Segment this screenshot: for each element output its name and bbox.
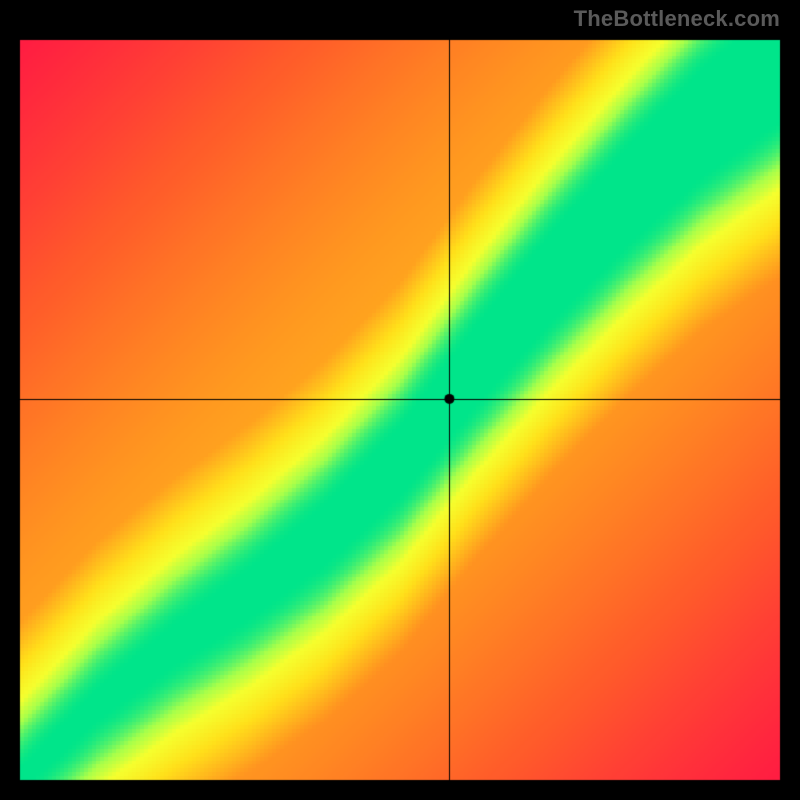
watermark-text: TheBottleneck.com [574, 6, 780, 32]
heatmap-canvas [0, 0, 800, 800]
chart-container: TheBottleneck.com [0, 0, 800, 800]
